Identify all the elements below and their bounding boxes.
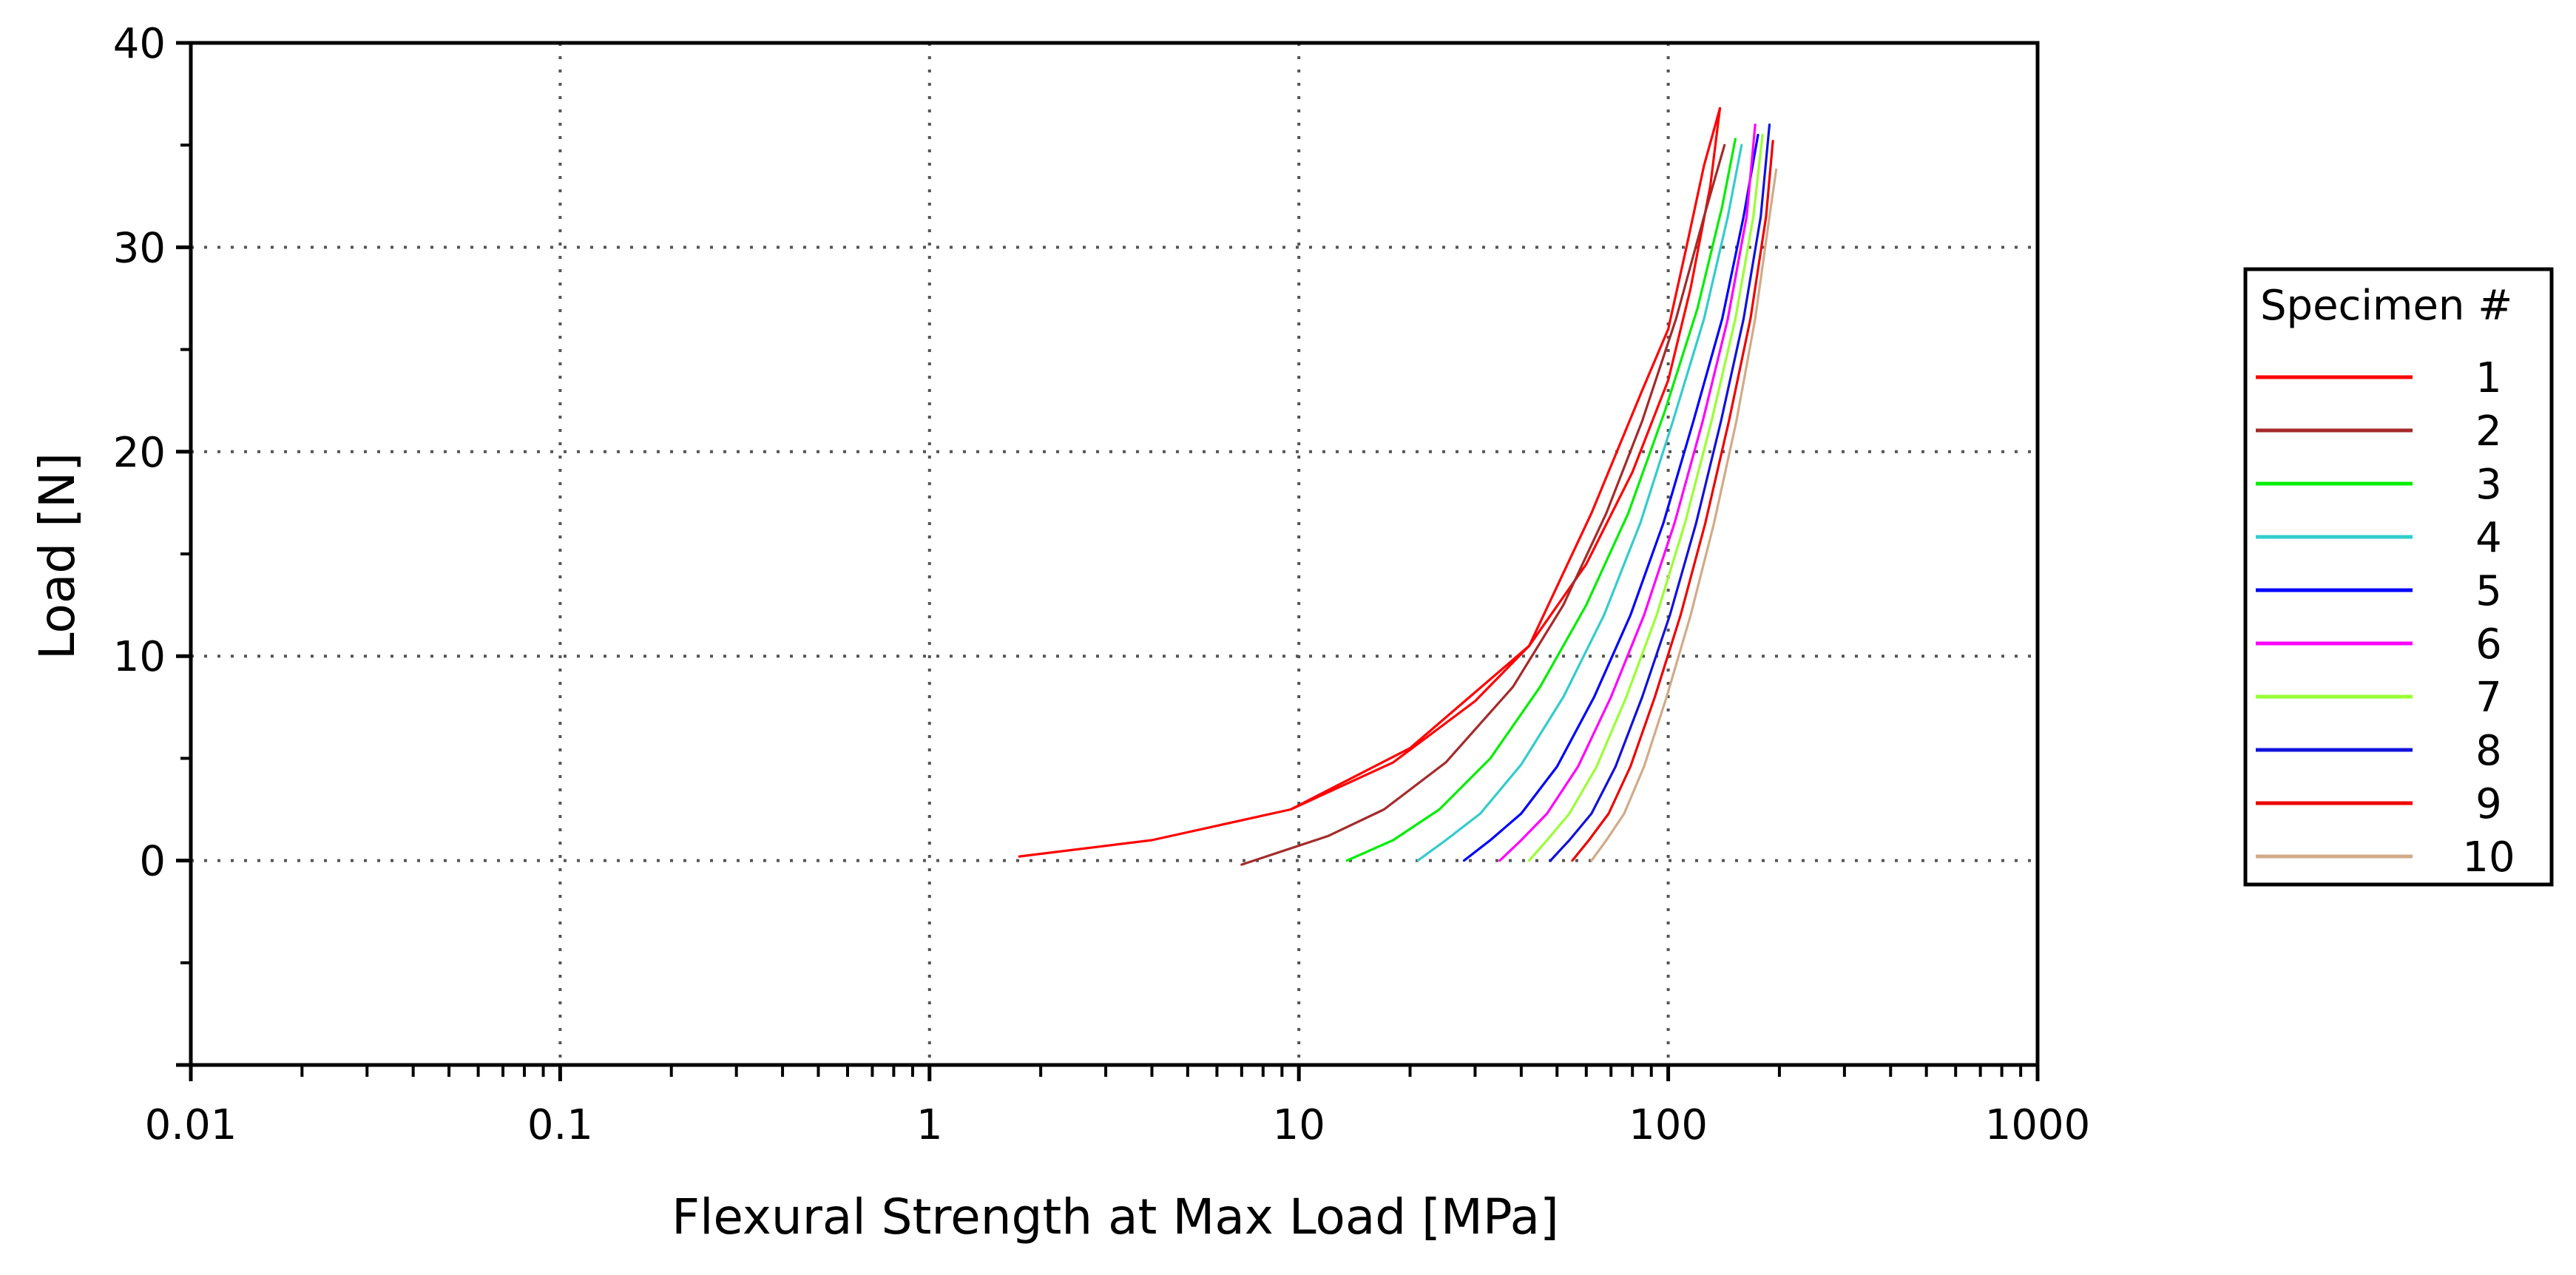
legend-label: 3 (2475, 461, 2502, 509)
x-tick-label: 0.1 (527, 1101, 593, 1149)
series-line-10 (1590, 168, 1778, 862)
legend-label: 4 (2475, 514, 2502, 562)
series-line-5 (1462, 133, 1759, 862)
legend-label: 1 (2475, 354, 2502, 402)
legend-item: 7 (2256, 674, 2502, 722)
series-lines (1018, 106, 1778, 866)
legend-item: 8 (2256, 727, 2502, 775)
legend-label: 10 (2462, 833, 2515, 882)
series-line-9 (1571, 140, 1774, 862)
y-axis-title: Load [N] (29, 453, 86, 660)
x-tick-label: 10 (1273, 1101, 1325, 1149)
legend-item: 4 (2256, 514, 2502, 562)
plot-frame (189, 41, 2040, 1067)
legend-label: 7 (2475, 674, 2502, 722)
x-axis-title: Flexural Strength at Max Load [MPa] (672, 1188, 1559, 1245)
legend-label: 2 (2475, 407, 2502, 456)
series-line-6 (1498, 124, 1757, 862)
axes (176, 41, 2040, 1081)
legend-item: 2 (2256, 407, 2502, 456)
x-tick-label: 100 (1629, 1101, 1708, 1149)
series-line-8 (1549, 124, 1771, 862)
legend-item: 9 (2256, 780, 2502, 828)
y-tick-label: 0 (139, 838, 166, 886)
series-line-4 (1416, 143, 1743, 862)
legend-label: 8 (2475, 727, 2502, 775)
series-line-2 (1240, 143, 1726, 866)
legend-item: 3 (2256, 461, 2502, 509)
x-tick-label: 0.01 (145, 1101, 237, 1149)
tick-labels: 0.01 0.1 1 10 100 1000 0 10 20 30 40 (113, 20, 2091, 1149)
legend-box (2243, 267, 2554, 887)
legend-item: 6 (2256, 620, 2502, 669)
legend: Specimen # 1 2 3 4 5 6 7 8 9 10 (2243, 267, 2554, 887)
grid-lines (191, 43, 2038, 1065)
x-tick-label: 1 (916, 1101, 943, 1149)
legend-item: 10 (2256, 833, 2515, 882)
series-line-7 (1527, 133, 1764, 862)
legend-label: 9 (2475, 780, 2502, 828)
x-tick-label: 1000 (1985, 1101, 2091, 1149)
y-tick-label: 30 (113, 224, 166, 272)
y-tick-label: 20 (113, 429, 166, 477)
legend-label: 6 (2475, 620, 2502, 669)
legend-item: 5 (2256, 567, 2502, 615)
series-line-1 (1018, 106, 1722, 858)
legend-label: 5 (2475, 567, 2502, 615)
legend-title: Specimen # (2260, 282, 2512, 330)
series-line-1-branch (1289, 106, 1722, 811)
legend-item: 1 (2256, 354, 2502, 402)
series-line-3 (1345, 138, 1737, 862)
y-tick-label: 10 (113, 633, 166, 681)
y-tick-label: 40 (113, 20, 166, 68)
